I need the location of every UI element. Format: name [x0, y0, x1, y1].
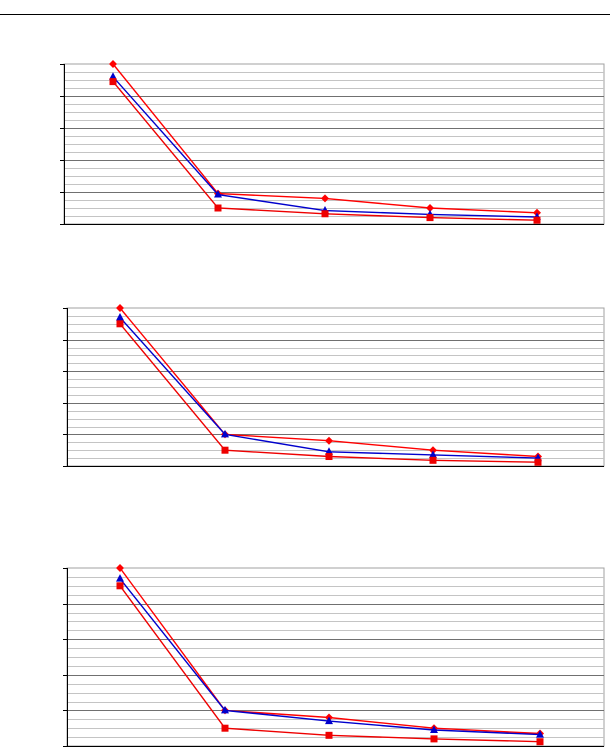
- triangle-point: [221, 429, 229, 438]
- square-point: [426, 214, 434, 222]
- diamond-point: [116, 564, 124, 572]
- triangle-point: [214, 190, 222, 198]
- square-point: [109, 78, 117, 86]
- square-point: [116, 582, 124, 590]
- line-chart-2: [63, 304, 605, 467]
- square-point: [221, 446, 229, 454]
- square-point: [214, 204, 222, 212]
- triangle-point: [116, 574, 124, 582]
- diamond-point: [109, 60, 117, 68]
- triangle-point: [221, 705, 229, 714]
- diamond-point: [325, 436, 333, 445]
- triangle-point: [430, 725, 438, 733]
- line-chart-1: [60, 60, 605, 225]
- square-point: [534, 458, 542, 466]
- square-point: [221, 724, 229, 732]
- square-point: [325, 453, 333, 461]
- line-chart-3: [63, 564, 605, 747]
- diamond-point: [321, 194, 329, 203]
- square-point: [430, 735, 438, 743]
- square-point: [536, 738, 544, 746]
- square-point: [429, 456, 437, 464]
- diamond-point: [426, 204, 434, 212]
- triangle-point: [536, 730, 544, 738]
- diamond-point: [116, 304, 124, 312]
- triangle-point: [109, 72, 117, 80]
- triangle-point: [116, 312, 124, 321]
- triangle-point: [325, 716, 333, 725]
- square-point: [321, 210, 329, 218]
- diamond-point: [429, 446, 437, 455]
- triangle-point: [325, 447, 333, 455]
- square-point: [116, 320, 124, 328]
- top-rule: [0, 14, 610, 15]
- triangle-point: [429, 450, 437, 458]
- square-point: [533, 216, 541, 224]
- square-point: [325, 731, 333, 739]
